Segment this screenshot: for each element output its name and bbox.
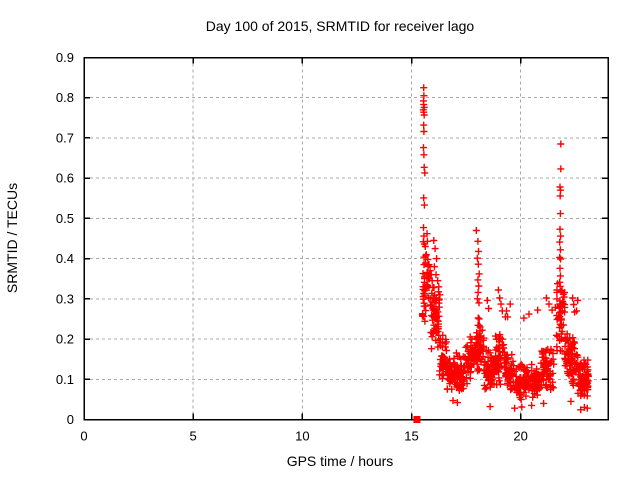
- x-tick-label: 20: [513, 429, 527, 444]
- y-tick-label: 0.5: [56, 211, 74, 226]
- scatter-points: [413, 84, 592, 423]
- y-axis-label: SRMTID / TECUs: [4, 183, 20, 293]
- x-tick-label: 0: [80, 429, 87, 444]
- plot-border: [83, 56, 609, 421]
- zero-value-cluster: [413, 416, 421, 423]
- y-tick-label: 0.7: [56, 130, 74, 145]
- data-point-markers: [419, 84, 592, 414]
- x-tick-label: 15: [404, 429, 418, 444]
- x-tick-labels: 0 5 10 15 20: [80, 429, 528, 444]
- y-tick-label: 0: [67, 412, 74, 427]
- y-tick-label: 0.4: [56, 251, 74, 266]
- x-axis-label: GPS time / hours: [287, 453, 394, 469]
- y-tick-label: 0.1: [56, 372, 74, 387]
- y-tick-label: 0.2: [56, 332, 74, 347]
- x-tick-label: 10: [295, 429, 309, 444]
- grid-lines: [84, 57, 608, 420]
- x-tick-label: 5: [190, 429, 197, 444]
- y-tick-label: 0.9: [56, 50, 74, 65]
- y-tick-label: 0.8: [56, 90, 74, 105]
- chart-title: Day 100 of 2015, SRMTID for receiver lag…: [206, 18, 475, 34]
- y-tick-labels: 0 0.1 0.2 0.3 0.4 0.5 0.6 0.7 0.8 0.9: [56, 50, 74, 427]
- y-tick-label: 0.3: [56, 291, 74, 306]
- y-tick-label: 0.6: [56, 171, 74, 186]
